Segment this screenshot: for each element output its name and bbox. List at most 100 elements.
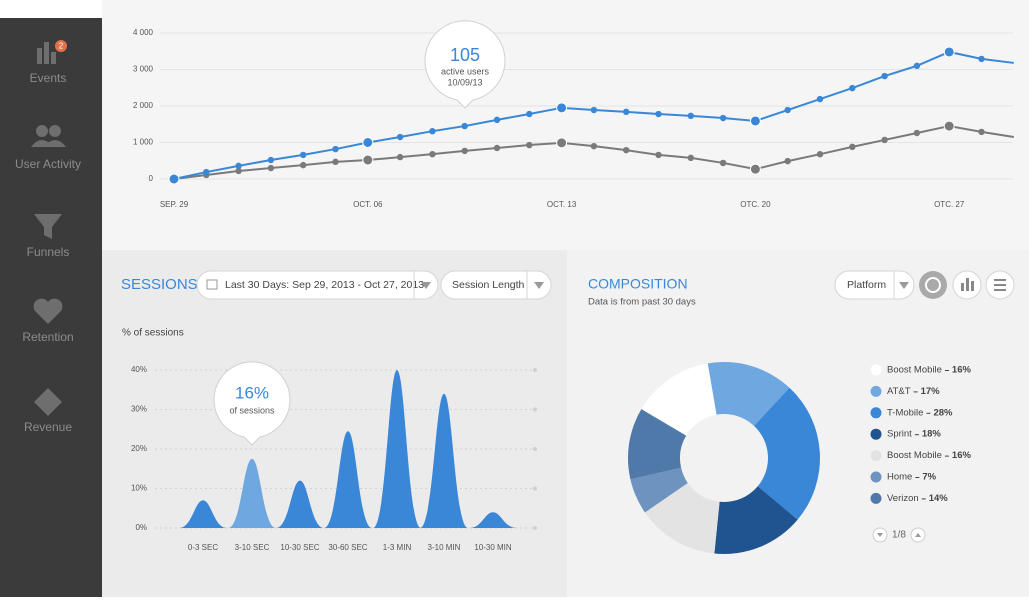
legend-swatch: [870, 471, 882, 483]
point: [461, 122, 468, 130]
legend-label: Sprint: [887, 429, 912, 440]
point: [816, 95, 824, 103]
point: [493, 144, 501, 152]
slice: [707, 361, 790, 426]
legend-swatch: [870, 492, 882, 504]
tooltip-bubble: [424, 20, 506, 109]
point: [881, 72, 888, 80]
point: [978, 128, 985, 136]
point: [362, 137, 374, 148]
metric[interactable]: Session Length: [452, 279, 525, 291]
x-tick-label: 0-3 SEC: [188, 543, 218, 552]
legend-swatch: [870, 428, 882, 440]
revenue-icon[interactable]: [34, 388, 62, 416]
point: [849, 143, 856, 151]
point: [429, 127, 436, 135]
point: [235, 162, 242, 170]
metric-dropdown[interactable]: [440, 270, 552, 300]
legend-value: 16%: [952, 450, 972, 461]
point: [623, 108, 630, 116]
retention-icon[interactable]: [33, 298, 63, 324]
caret: [899, 282, 909, 289]
point: [719, 159, 727, 167]
y-tick-label: 0: [149, 174, 154, 183]
bottom-strip: [0, 597, 1029, 600]
bar: [469, 512, 517, 528]
point: [526, 141, 533, 149]
sessions-panel: [102, 250, 567, 597]
legend-label: Home: [887, 472, 912, 483]
point: [943, 46, 955, 58]
events-icon[interactable]: [37, 42, 56, 64]
caret: [534, 282, 544, 289]
point: [881, 136, 888, 144]
point: [784, 157, 791, 165]
bar: [324, 431, 372, 528]
tooltip-value: 105: [450, 45, 480, 65]
legend-swatch: [870, 450, 882, 462]
legend-label: Verizon: [887, 493, 919, 504]
arrow: [915, 533, 921, 537]
x-tick-label: OTC. 20: [740, 200, 771, 209]
panel-title: SESSIONS: [121, 276, 198, 293]
tooltip-label: of sessions: [229, 405, 275, 415]
grid-end: [533, 368, 537, 372]
panel-title: COMPOSITION: [588, 276, 688, 292]
legend-value: 17%: [921, 386, 941, 397]
point: [816, 150, 824, 158]
date-dropdown[interactable]: [196, 270, 439, 300]
bar: [373, 370, 421, 528]
slice: [628, 409, 687, 480]
nav-label[interactable]: Retention: [22, 330, 73, 344]
point: [300, 161, 307, 169]
point: [687, 154, 694, 162]
point: [943, 120, 955, 132]
pie-icon: [925, 277, 941, 293]
point: [429, 150, 436, 158]
bar-icon: [961, 278, 974, 291]
nav-label[interactable]: Funnels: [27, 245, 70, 259]
slice: [754, 387, 821, 520]
point: [493, 116, 501, 124]
date-range[interactable]: Last 30 Days: Sep 29, 2013 - Oct 27, 201…: [225, 279, 424, 291]
point: [203, 168, 210, 176]
pagination: 1/8: [892, 530, 906, 541]
legend-swatch: [870, 385, 882, 397]
x-tick-label: OTC. 27: [934, 200, 965, 209]
tooltip-value: 16%: [235, 383, 269, 402]
grid-end: [533, 486, 537, 491]
legend-label: T-Mobile: [887, 407, 923, 418]
nav-label[interactable]: User Activity: [15, 157, 81, 171]
nav-label[interactable]: Revenue: [24, 420, 72, 434]
user-activity-icon[interactable]: [31, 125, 66, 147]
x-tick-label: 1-3 MIN: [383, 543, 412, 552]
nav-label[interactable]: Events: [30, 71, 67, 85]
point: [267, 164, 275, 172]
slice: [630, 467, 688, 513]
legend-label: Boost Mobile: [887, 450, 942, 461]
point: [267, 156, 275, 164]
arrow: [877, 533, 883, 537]
tooltip: 16% of sessions: [213, 361, 291, 446]
y-tick-label: 0%: [135, 523, 147, 532]
funnels-icon[interactable]: [34, 214, 62, 239]
point: [849, 84, 856, 92]
legend-value: 28%: [933, 407, 953, 418]
legend-swatch: [870, 407, 882, 419]
slice: [714, 486, 798, 554]
point: [332, 158, 339, 166]
calendar-icon: [206, 279, 218, 290]
legend-value: 16%: [952, 365, 972, 376]
point: [687, 112, 694, 120]
legend-value: 7%: [922, 472, 936, 483]
platform[interactable]: Platform: [847, 279, 886, 291]
bar: [228, 458, 276, 528]
pie-button[interactable]: [919, 271, 947, 299]
grid-end: [533, 407, 537, 412]
x-tick-label: 30-60 SEC: [328, 543, 367, 552]
badge-count: 2: [59, 42, 64, 51]
x-tick-label: SEP. 29: [160, 200, 189, 209]
x-tick-label: 10-30 SEC: [280, 543, 319, 552]
